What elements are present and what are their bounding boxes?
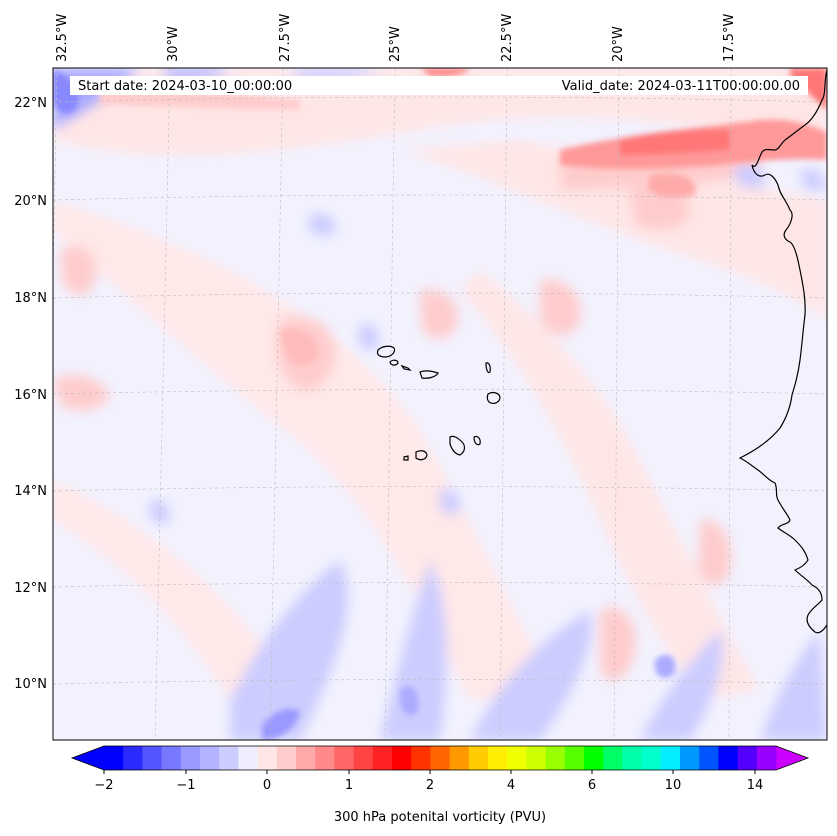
graticule — [53, 68, 827, 740]
lat-label: 18°N — [14, 291, 47, 306]
colorbar-tick-label: 1 — [345, 778, 353, 793]
colorbar-tick-label: 10 — [665, 778, 682, 793]
colorbar-swatch — [142, 746, 163, 770]
lon-label: 25°W — [388, 26, 403, 62]
colorbar-swatch — [392, 746, 412, 770]
lon-label: 17.5°W — [722, 14, 737, 62]
africa-coastline — [738, 69, 827, 634]
colorbar-swatch — [488, 746, 508, 770]
colorbar-tick-label: 6 — [588, 778, 596, 793]
longitude-labels: 32.5°W 30°W 27.5°W 25°W 22.5°W 20°W 17.5°W — [55, 14, 737, 62]
colorbar-swatch — [718, 746, 739, 770]
colorbar-swatch — [123, 746, 143, 770]
lat-label: 22°N — [14, 96, 47, 111]
colorbar-swatch — [372, 746, 393, 770]
colorbar-swatch — [238, 746, 259, 770]
colorbar-swatch — [756, 746, 777, 770]
colorbar-tick-label: 14 — [747, 778, 764, 793]
header-box — [70, 76, 808, 95]
lat-label: 20°N — [14, 194, 47, 209]
cape-verde-islands — [376, 345, 501, 461]
colorbar-swatch — [430, 746, 451, 770]
lon-label: 27.5°W — [278, 14, 293, 62]
colorbar-swatch — [699, 746, 719, 770]
colorbar-swatch — [353, 746, 374, 770]
colorbar-swatch — [680, 746, 700, 770]
latitude-labels: 22°N 20°N 18°N 16°N 14°N 12°N 10°N — [14, 96, 47, 692]
colorbar-swatch — [622, 746, 643, 770]
colorbar-tick-label: 0 — [263, 778, 271, 793]
colorbar-swatch — [641, 746, 662, 770]
colorbar: −2 −1 0 1 2 4 6 10 14 — [70, 745, 810, 793]
pv-field — [53, 68, 827, 740]
colorbar-tick-label: −1 — [176, 778, 195, 793]
colorbar-swatch — [564, 746, 585, 770]
colorbar-swatch — [180, 746, 201, 770]
colorbar-swatch — [545, 746, 566, 770]
lon-label: 30°W — [166, 26, 181, 62]
colorbar-swatch — [276, 746, 297, 770]
colorbar-extend-high — [776, 746, 808, 770]
map-frame — [52, 67, 828, 741]
colorbar-swatch — [411, 746, 431, 770]
lat-label: 16°N — [14, 388, 47, 403]
colorbar-swatch — [507, 746, 527, 770]
colorbar-tick-label: 4 — [507, 778, 515, 793]
colorbar-swatch — [737, 746, 758, 770]
valid-date-text: Valid_date: 2024-03-11T00:00:00.00 — [562, 79, 800, 94]
lat-label: 12°N — [14, 581, 47, 596]
colorbar-swatch — [660, 746, 681, 770]
colorbar-swatch — [200, 746, 220, 770]
colorbar-swatch — [584, 746, 604, 770]
colorbar-swatch — [526, 746, 547, 770]
colorbar-title: 300 hPa potenital vorticity (PVU) — [334, 810, 546, 825]
colorbar-swatch — [315, 746, 335, 770]
colorbar-swatch — [334, 746, 355, 770]
colorbar-swatch — [603, 746, 623, 770]
colorbar-swatch — [161, 746, 182, 770]
lon-label: 22.5°W — [500, 14, 515, 62]
lon-label: 32.5°W — [55, 14, 70, 62]
colorbar-swatch — [449, 746, 470, 770]
colorbar-tick-label: −2 — [94, 778, 113, 793]
colorbar-tick-label: 2 — [426, 778, 434, 793]
colorbar-swatch — [468, 746, 489, 770]
lat-label: 10°N — [14, 677, 47, 692]
lon-label: 20°W — [611, 26, 626, 62]
colorbar-swatch — [104, 746, 124, 770]
colorbar-swatch — [219, 746, 239, 770]
colorbar-extend-low — [72, 746, 104, 770]
start-date-text: Start date: 2024-03-10_00:00:00 — [78, 79, 292, 94]
lat-label: 14°N — [14, 484, 47, 499]
colorbar-swatch — [257, 746, 278, 770]
colorbar-swatch — [296, 746, 316, 770]
